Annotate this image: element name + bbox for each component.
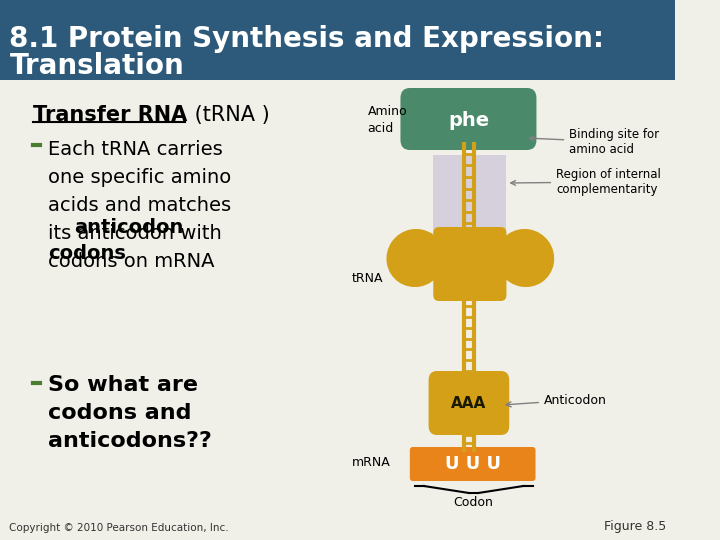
Text: 8.1 Protein Synthesis and Expression:: 8.1 Protein Synthesis and Expression: bbox=[9, 25, 604, 53]
Text: phe: phe bbox=[449, 111, 490, 130]
Text: Anticodon: Anticodon bbox=[506, 394, 607, 407]
Text: mRNA: mRNA bbox=[351, 456, 390, 469]
Text: Copyright © 2010 Pearson Education, Inc.: Copyright © 2010 Pearson Education, Inc. bbox=[9, 523, 229, 533]
Text: Codon: Codon bbox=[454, 496, 493, 509]
FancyBboxPatch shape bbox=[428, 371, 509, 435]
Text: Binding site for
amino acid: Binding site for amino acid bbox=[529, 128, 660, 156]
Ellipse shape bbox=[496, 229, 554, 287]
FancyBboxPatch shape bbox=[0, 0, 675, 80]
Text: Translation: Translation bbox=[9, 52, 184, 80]
Text: (tRNA ): (tRNA ) bbox=[188, 105, 269, 125]
Text: Each tRNA carries
one specific amino
acids and matches
its anticodon with
codons: Each tRNA carries one specific amino aci… bbox=[48, 140, 231, 271]
Text: codons: codons bbox=[48, 244, 126, 263]
FancyBboxPatch shape bbox=[410, 447, 536, 481]
Ellipse shape bbox=[387, 229, 444, 287]
Text: Figure 8.5: Figure 8.5 bbox=[603, 520, 666, 533]
Text: U U U: U U U bbox=[445, 455, 500, 473]
Text: So what are
codons and
anticodons??: So what are codons and anticodons?? bbox=[48, 375, 212, 451]
Text: AAA: AAA bbox=[451, 395, 487, 410]
Text: Transfer RNA: Transfer RNA bbox=[33, 105, 187, 125]
Text: anticodon: anticodon bbox=[74, 218, 184, 237]
FancyBboxPatch shape bbox=[433, 227, 506, 301]
Text: Region of internal
complementarity: Region of internal complementarity bbox=[510, 168, 661, 196]
FancyBboxPatch shape bbox=[433, 155, 506, 235]
Text: Amino
acid: Amino acid bbox=[368, 105, 408, 135]
Text: tRNA: tRNA bbox=[351, 272, 383, 285]
FancyBboxPatch shape bbox=[400, 88, 536, 150]
